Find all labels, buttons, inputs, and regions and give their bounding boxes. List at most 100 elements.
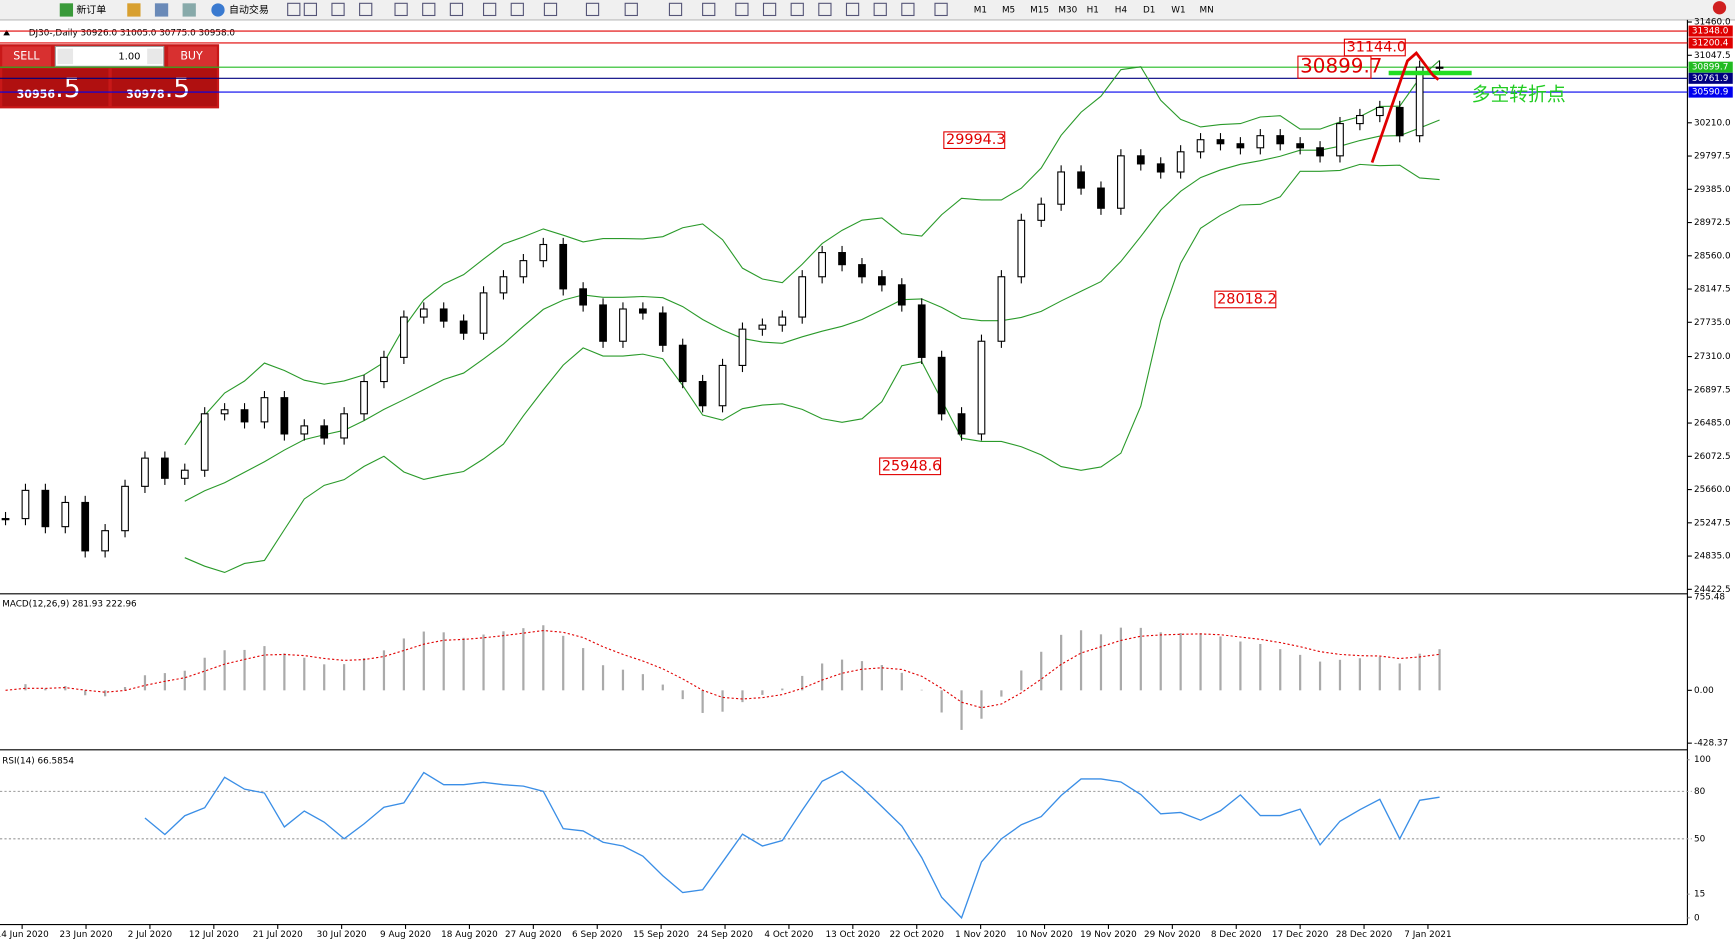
price-level-label: 30899.7 bbox=[1692, 63, 1729, 73]
candle bbox=[1136, 155, 1145, 165]
toolbar-icon[interactable] bbox=[818, 2, 832, 17]
candle bbox=[1276, 135, 1285, 145]
one-click-panel: SELL 1.00 BUY 30956 .5 30978 .5 bbox=[0, 44, 220, 109]
candle bbox=[957, 413, 966, 435]
candle bbox=[260, 397, 269, 423]
toolbar-icon[interactable] bbox=[668, 2, 683, 17]
toolbar-icon[interactable] bbox=[449, 2, 464, 17]
candle bbox=[878, 276, 886, 286]
toolbar-icon[interactable] bbox=[182, 3, 196, 17]
timeframe-button[interactable]: M15 bbox=[1030, 5, 1049, 15]
candle bbox=[1077, 171, 1085, 189]
candle bbox=[400, 316, 408, 358]
timeframe-button[interactable]: MN bbox=[1199, 5, 1213, 15]
candle bbox=[1097, 187, 1105, 209]
candle bbox=[280, 397, 289, 435]
toolbar-icon[interactable] bbox=[790, 2, 804, 17]
toolbar-icon[interactable] bbox=[702, 2, 716, 17]
x-tick-label: 15 Sep 2020 bbox=[633, 930, 689, 940]
x-tick-label: 8 Dec 2020 bbox=[1211, 930, 1262, 940]
timeframe-button[interactable]: H4 bbox=[1115, 5, 1128, 15]
candle bbox=[479, 292, 488, 334]
candle bbox=[360, 380, 368, 415]
candle bbox=[1435, 66, 1444, 69]
auto-trading-icon[interactable] bbox=[211, 3, 225, 17]
toolbar-icon[interactable] bbox=[331, 2, 345, 17]
toolbar-icon[interactable] bbox=[510, 2, 524, 17]
candle bbox=[977, 340, 986, 435]
timeframe-button[interactable]: M30 bbox=[1058, 5, 1077, 15]
timeframe-button[interactable]: H1 bbox=[1087, 5, 1099, 15]
toolbar-icon[interactable] bbox=[585, 2, 600, 17]
x-tick-label: 30 Jul 2020 bbox=[317, 930, 367, 940]
lot-input[interactable] bbox=[54, 45, 165, 67]
candle bbox=[718, 364, 727, 407]
toolbar-icon[interactable] bbox=[543, 2, 558, 17]
candle bbox=[419, 308, 428, 318]
y-tick-label: 15 bbox=[1694, 890, 1705, 900]
toolbar-icon[interactable] bbox=[287, 2, 301, 17]
x-tick-label: 23 Jun 2020 bbox=[59, 930, 113, 940]
toolbar-icon[interactable] bbox=[873, 2, 887, 17]
candle bbox=[818, 252, 827, 278]
buy-button[interactable] bbox=[168, 46, 217, 67]
buy-price-button[interactable] bbox=[111, 68, 217, 107]
candle bbox=[539, 243, 548, 262]
x-tick-label: 9 Aug 2020 bbox=[380, 930, 431, 940]
price-level-box bbox=[1688, 37, 1733, 49]
candle bbox=[519, 260, 528, 278]
y-tick-label: 26897.5 bbox=[1694, 385, 1731, 395]
sell-button[interactable] bbox=[2, 46, 51, 67]
notification-badge[interactable] bbox=[1712, 1, 1727, 15]
toolbar-icon[interactable] bbox=[934, 2, 948, 17]
toolbar-icon[interactable] bbox=[154, 3, 169, 17]
x-tick-label: 1 Nov 2020 bbox=[955, 930, 1006, 940]
annotation-box bbox=[1297, 55, 1372, 79]
buy-label: BUY bbox=[180, 49, 203, 62]
toolbar-icon[interactable] bbox=[303, 2, 318, 17]
toolbar-icon[interactable] bbox=[127, 3, 141, 17]
candle bbox=[101, 530, 109, 552]
candle bbox=[678, 344, 687, 383]
rsi-title: RSI(14) 66.5854 bbox=[2, 756, 74, 766]
candle bbox=[1336, 123, 1344, 157]
toolbar-icon[interactable] bbox=[901, 2, 915, 17]
price-level-box bbox=[1688, 61, 1733, 73]
toolbar-icon[interactable] bbox=[482, 2, 497, 17]
sell-price-button[interactable] bbox=[2, 68, 109, 107]
x-tick-label: 10 Nov 2020 bbox=[1016, 930, 1073, 940]
y-tick-label: 24422.5 bbox=[1694, 585, 1731, 595]
trend-arrow bbox=[1370, 51, 1440, 164]
toolbar-icon[interactable] bbox=[359, 2, 373, 17]
candle bbox=[639, 308, 647, 314]
new-order-button[interactable]: 新订单 bbox=[76, 3, 106, 16]
new-order-icon[interactable] bbox=[59, 3, 74, 17]
ask-fraction: .5 bbox=[165, 73, 190, 104]
toolbar-icon[interactable] bbox=[762, 2, 777, 17]
candle bbox=[1296, 143, 1305, 149]
toolbar-icon[interactable] bbox=[394, 2, 408, 17]
toolbar-icon[interactable] bbox=[422, 2, 436, 17]
candle bbox=[340, 413, 348, 439]
candle bbox=[1236, 143, 1245, 149]
auto-trading-button[interactable]: 自动交易 bbox=[229, 3, 269, 16]
timeframe-button[interactable]: M5 bbox=[1002, 5, 1015, 15]
candle bbox=[1196, 139, 1205, 153]
x-tick-label: 14 Jun 2020 bbox=[0, 930, 49, 940]
timeframe-button[interactable]: M1 bbox=[974, 5, 987, 15]
price-level-box bbox=[1688, 25, 1733, 37]
price-annotation: 28018.2 bbox=[1217, 291, 1276, 307]
toolbar-icon[interactable] bbox=[624, 2, 638, 17]
candle bbox=[1017, 219, 1026, 278]
bid-main: 30956 bbox=[17, 88, 56, 101]
candle bbox=[81, 501, 90, 552]
timeframe-button[interactable]: D1 bbox=[1143, 5, 1155, 15]
candle bbox=[1316, 147, 1324, 157]
candle bbox=[499, 276, 508, 294]
y-tick-label: 80 bbox=[1694, 787, 1706, 797]
lot-value: 1.00 bbox=[118, 51, 140, 62]
toolbar-icon[interactable] bbox=[735, 2, 749, 17]
timeframe-button[interactable]: W1 bbox=[1171, 5, 1185, 15]
y-tick-label: 26072.5 bbox=[1694, 452, 1731, 462]
toolbar-icon[interactable] bbox=[845, 2, 860, 17]
